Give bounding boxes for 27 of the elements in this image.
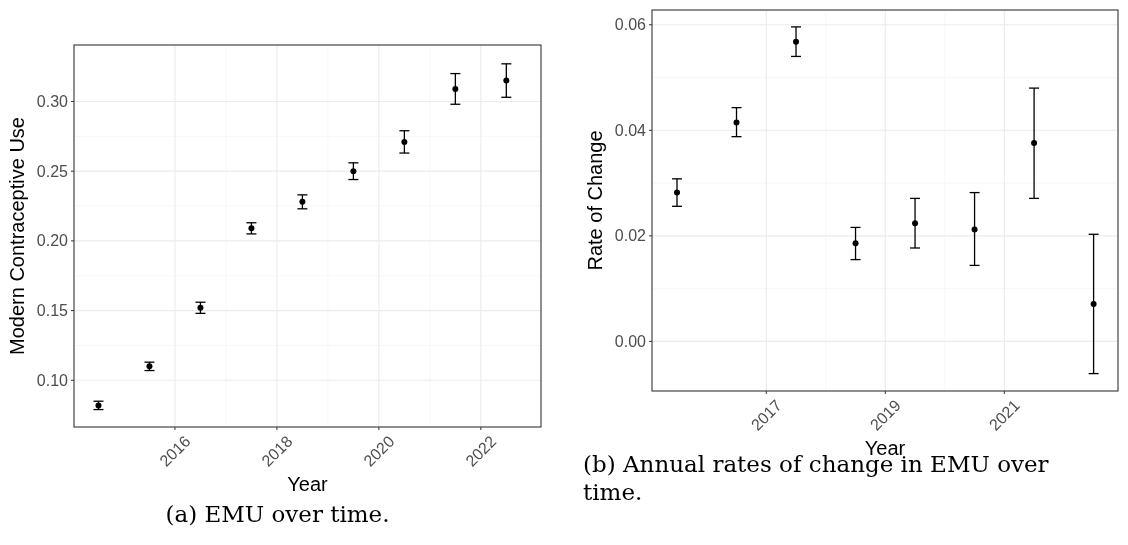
y-tick-label: 0.04 — [614, 121, 647, 139]
y-axis-title: Modern Contraceptive Use — [6, 117, 28, 355]
y-tick-label: 0.20 — [36, 232, 69, 250]
point — [197, 304, 204, 311]
y-tick-label: 0.00 — [614, 333, 647, 350]
y-axis-title: Rate of Change — [584, 130, 606, 271]
point — [350, 168, 357, 175]
x-axis-title: Year — [287, 473, 329, 495]
point — [852, 240, 859, 247]
point — [971, 226, 978, 233]
y-tick-label: 0.06 — [614, 16, 647, 34]
point — [401, 138, 408, 145]
y-tick-label: 0.30 — [36, 93, 69, 111]
point — [1031, 139, 1038, 146]
point — [912, 220, 919, 227]
point — [733, 119, 740, 126]
text: (a) EMU over time. — [165, 501, 390, 527]
point — [299, 198, 306, 205]
y-tick-label: 0.15 — [36, 302, 69, 320]
y-tick-label: 0.25 — [36, 162, 69, 180]
y-tick-label: 0.02 — [614, 227, 647, 245]
point — [452, 85, 459, 92]
point — [1090, 300, 1097, 307]
y-tick-label: 0.10 — [36, 371, 69, 389]
point — [793, 38, 800, 45]
point — [674, 189, 680, 196]
point — [503, 77, 510, 84]
